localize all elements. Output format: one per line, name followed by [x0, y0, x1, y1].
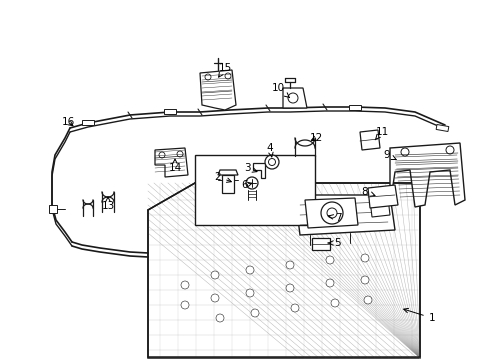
Text: 6: 6: [242, 180, 252, 190]
Circle shape: [246, 266, 254, 274]
Polygon shape: [283, 88, 307, 108]
Bar: [349, 104, 361, 109]
Polygon shape: [360, 130, 380, 150]
Circle shape: [216, 314, 224, 322]
Text: 9: 9: [384, 150, 396, 160]
Bar: [222, 175, 234, 193]
Circle shape: [364, 296, 372, 304]
Bar: [164, 108, 176, 113]
Bar: [436, 125, 449, 131]
Text: 7: 7: [329, 213, 342, 223]
Polygon shape: [218, 170, 238, 175]
Polygon shape: [200, 70, 236, 110]
Circle shape: [331, 299, 339, 307]
Bar: [49, 205, 57, 213]
Polygon shape: [148, 183, 420, 358]
Circle shape: [286, 284, 294, 292]
Text: 11: 11: [375, 127, 389, 140]
Text: 12: 12: [309, 133, 322, 143]
Circle shape: [181, 301, 189, 309]
Text: 8: 8: [362, 187, 375, 197]
Polygon shape: [155, 148, 188, 177]
Circle shape: [326, 256, 334, 264]
Polygon shape: [390, 143, 465, 207]
Text: 16: 16: [61, 117, 74, 127]
Circle shape: [321, 202, 343, 224]
Text: 10: 10: [271, 83, 290, 98]
Circle shape: [288, 93, 298, 103]
Polygon shape: [305, 198, 358, 228]
Circle shape: [361, 254, 369, 262]
Circle shape: [291, 304, 299, 312]
Polygon shape: [295, 195, 395, 235]
Circle shape: [326, 279, 334, 287]
Circle shape: [286, 261, 294, 269]
Circle shape: [211, 294, 219, 302]
Text: 5: 5: [328, 238, 341, 248]
Text: 3: 3: [244, 163, 257, 173]
Circle shape: [361, 276, 369, 284]
Polygon shape: [253, 163, 265, 178]
Text: 15: 15: [219, 63, 232, 77]
Polygon shape: [368, 185, 398, 208]
Circle shape: [181, 281, 189, 289]
Text: 13: 13: [101, 197, 115, 211]
Circle shape: [246, 289, 254, 297]
Polygon shape: [312, 238, 330, 250]
Text: 4: 4: [267, 143, 273, 157]
Polygon shape: [370, 198, 390, 217]
Text: 2: 2: [215, 172, 231, 182]
Bar: [82, 120, 94, 125]
Bar: [195, 155, 315, 225]
Circle shape: [251, 309, 259, 317]
Text: 1: 1: [404, 309, 435, 323]
Circle shape: [246, 177, 258, 189]
Circle shape: [211, 271, 219, 279]
Circle shape: [265, 155, 279, 169]
Text: 14: 14: [169, 159, 182, 173]
